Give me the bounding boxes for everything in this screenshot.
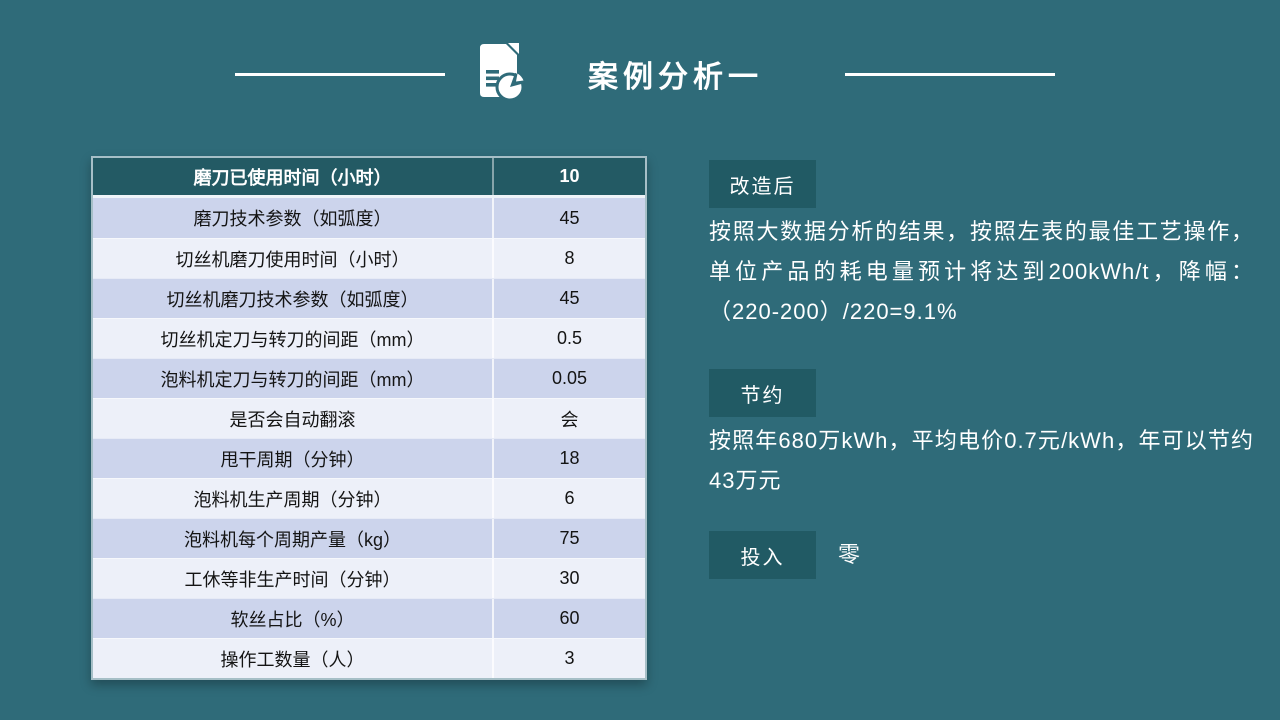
table-row: 切丝机定刀与转刀的间距（mm） 0.5 (93, 318, 645, 358)
table-row-label: 工休等非生产时间（分钟） (184, 569, 401, 590)
page-title: 案例分析一 (588, 61, 763, 94)
table-row: 泡料机每个周期产量（kg） 75 (93, 518, 645, 558)
table-row-value: 0.5 (492, 319, 645, 358)
table-header-label: 磨刀已使用时间（小时） (193, 167, 392, 188)
saving-text: 按照年680万kWh，平均电价0.7元/kWh，年可以节约43万元 (709, 428, 1254, 493)
table-row-value: 60 (492, 599, 645, 638)
table-body: 磨刀技术参数（如弧度） 45 切丝机磨刀使用时间（小时） 8 切丝机磨刀技术参数… (93, 198, 645, 678)
table-row-label: 软丝占比（%） (230, 609, 355, 630)
table-header-row: 磨刀已使用时间（小时） 10 (93, 158, 645, 198)
table-row-label: 磨刀技术参数（如弧度） (193, 209, 392, 229)
table-row: 操作工数量（人） 3 (93, 638, 645, 678)
table-row-label: 操作工数量（人） (220, 649, 365, 670)
table-row-value: 30 (492, 559, 645, 598)
table-row-value: 6 (492, 479, 645, 518)
badge-saving: 节约 (709, 369, 816, 417)
table-row-value: 45 (492, 279, 645, 318)
investment-value: 零 (838, 542, 863, 567)
table-row-value: 75 (492, 519, 645, 558)
table-row: 甩干周期（分钟） 18 (93, 438, 645, 478)
table-row-value: 45 (492, 198, 645, 238)
document-chart-icon-svg (480, 43, 525, 102)
table-row-label: 泡料机生产周期（分钟） (193, 489, 392, 510)
table-row-label: 泡料机每个周期产量（kg） (183, 529, 401, 550)
table-row-label: 泡料机定刀与转刀的间距（mm） (160, 369, 425, 390)
table-row-label: 甩干周期（分钟） (220, 449, 365, 470)
table-row-label: 切丝机定刀与转刀的间距（mm） (160, 329, 425, 350)
table-header-value: 10 (492, 158, 645, 195)
table-row-value: 0.05 (492, 359, 645, 398)
table-row-label: 切丝机磨刀技术参数（如弧度） (166, 289, 419, 310)
after-retrofit-text: 按照大数据分析的结果，按照左表的最佳工艺操作，单位产品的耗电量预计将达到200k… (709, 219, 1254, 324)
table-row: 泡料机生产周期（分钟） 6 (93, 478, 645, 518)
title-divider-left (235, 73, 445, 76)
table-row-value: 18 (492, 439, 645, 478)
table-row: 软丝占比（%） 60 (93, 598, 645, 638)
table-row-value: 3 (492, 639, 645, 678)
table-row: 工休等非生产时间（分钟） 30 (93, 558, 645, 598)
parameters-table: 磨刀已使用时间（小时） 10 磨刀技术参数（如弧度） 45 切丝机磨刀使用时间（… (91, 156, 647, 680)
table-row-label: 是否会自动翻滚 (229, 409, 356, 430)
table-row: 泡料机定刀与转刀的间距（mm） 0.05 (93, 358, 645, 398)
table-row: 磨刀技术参数（如弧度） 45 (93, 198, 645, 238)
table-row: 切丝机磨刀使用时间（小时） 8 (93, 238, 645, 278)
table-row: 切丝机磨刀技术参数（如弧度） 45 (93, 278, 645, 318)
badge-investment: 投入 (709, 531, 816, 579)
table-row-label: 切丝机磨刀使用时间（小时） (175, 249, 410, 270)
table-row-value: 8 (492, 239, 645, 278)
table-row-value: 会 (492, 399, 645, 438)
document-chart-icon (476, 42, 526, 102)
badge-after-retrofit: 改造后 (709, 160, 816, 208)
table-row: 是否会自动翻滚 会 (93, 398, 645, 438)
title-divider-right (845, 73, 1055, 76)
